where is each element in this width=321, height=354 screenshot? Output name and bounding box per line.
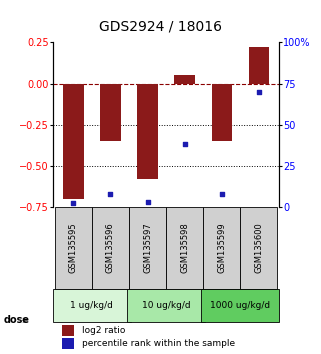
Point: [256, 89, 261, 95]
Text: GSM135598: GSM135598: [180, 222, 189, 273]
FancyBboxPatch shape: [127, 289, 205, 322]
Bar: [100, 84, 121, 141]
Bar: [62, 325, 74, 336]
Text: log2 ratio: log2 ratio: [82, 326, 126, 335]
Text: GSM135600: GSM135600: [254, 222, 263, 273]
Bar: [137, 84, 158, 179]
Text: GDS2924 / 18016: GDS2924 / 18016: [99, 19, 222, 34]
Text: dose: dose: [3, 315, 29, 325]
Bar: [63, 84, 83, 199]
Point: [219, 191, 224, 196]
Text: GSM135597: GSM135597: [143, 222, 152, 273]
Point: [71, 201, 76, 206]
FancyBboxPatch shape: [166, 207, 203, 289]
Text: GSM135599: GSM135599: [217, 222, 226, 273]
Text: 1000 ug/kg/d: 1000 ug/kg/d: [210, 301, 270, 310]
FancyBboxPatch shape: [203, 207, 240, 289]
Bar: [249, 47, 269, 84]
Text: 10 ug/kg/d: 10 ug/kg/d: [142, 301, 190, 310]
Text: GSM135595: GSM135595: [69, 222, 78, 273]
FancyBboxPatch shape: [92, 207, 129, 289]
Point: [108, 191, 113, 196]
Bar: [212, 84, 232, 141]
FancyBboxPatch shape: [240, 207, 277, 289]
FancyBboxPatch shape: [55, 207, 92, 289]
Bar: [175, 75, 195, 84]
FancyBboxPatch shape: [201, 289, 279, 322]
Bar: [62, 338, 74, 349]
FancyBboxPatch shape: [53, 289, 131, 322]
Text: percentile rank within the sample: percentile rank within the sample: [82, 339, 236, 348]
FancyBboxPatch shape: [129, 207, 166, 289]
Text: GSM135596: GSM135596: [106, 222, 115, 273]
Point: [182, 142, 187, 147]
Point: [145, 199, 150, 205]
Text: 1 ug/kg/d: 1 ug/kg/d: [71, 301, 113, 310]
